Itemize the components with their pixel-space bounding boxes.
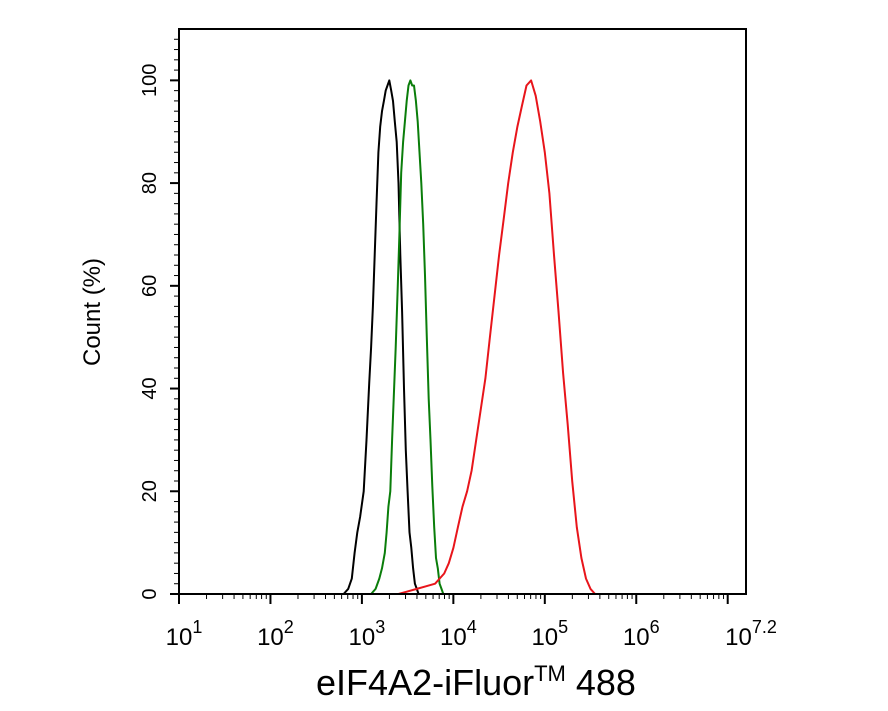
x-tick-exponent: 6 [650,617,660,637]
x-axis-title-main: eIF4A2-iFluor [316,662,534,703]
series-line-2 [370,79,445,595]
y-tick-label: 0 [139,588,161,599]
x-tick-exponent: 2 [284,617,294,637]
plot-frame [178,28,747,595]
x-tick-label: 106 [623,617,660,651]
x-tick-exponent: 1 [192,617,202,637]
x-tick-exponent: 3 [375,617,385,637]
y-tick-label: 20 [139,480,161,502]
y-tick-label: 40 [139,377,161,399]
y-tick-label: 60 [139,275,161,297]
series-line-1 [342,79,420,595]
x-tick-label: 103 [349,617,386,651]
x-tick-label: 104 [440,617,477,651]
x-tick-base: 10 [531,624,558,651]
x-tick-exponent: 4 [467,617,477,637]
x-tick-base: 10 [257,624,284,651]
x-tick-label: 102 [257,617,294,651]
series-layer [342,79,596,595]
x-tick-base: 10 [440,624,467,651]
y-axis-title: Count (%) [79,258,106,366]
x-tick-exponent: 7.2 [752,617,777,637]
x-tick-base: 10 [725,624,752,651]
y-tick-label: 80 [139,172,161,194]
x-axis-title-suffix: 488 [566,662,636,703]
x-axis: 101 102 103 104 105 106 107.2 [166,594,777,651]
series-line-3 [398,79,596,595]
x-tick-exponent: 5 [558,617,568,637]
x-axis-title-superscript: TM [534,661,566,686]
x-tick-label: 105 [531,617,568,651]
y-tick-label: 100 [139,64,161,97]
x-tick-base: 10 [623,624,650,651]
x-tick-label: 107.2 [725,617,777,651]
x-tick-base: 10 [349,624,376,651]
x-tick-base: 10 [166,624,193,651]
x-axis-title: eIF4A2-iFluorTM 488 [316,661,636,703]
y-axis: 0 20 40 60 80 100 [139,38,179,600]
x-tick-label: 101 [166,617,203,651]
